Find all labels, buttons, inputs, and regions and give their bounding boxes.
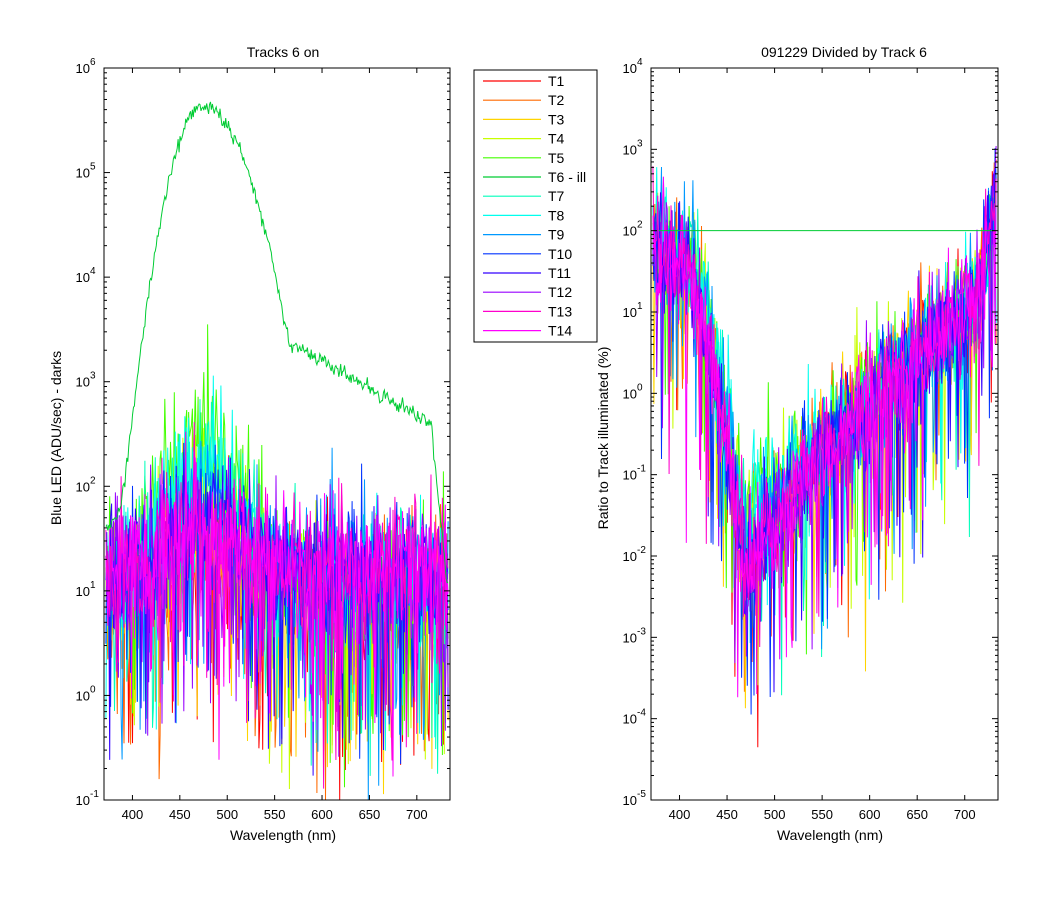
left-series-line-t13: [105, 422, 449, 789]
legend-items: T1 T2 T3 T4 T5 T6 - ill T7 T8 T9 T10 T11 T12 T13 T14: [483, 73, 586, 339]
left-x-ticks: 400 450 500 550 600 650 700: [122, 68, 428, 822]
right-x-ticks: 400 450 500 550 600 650 700: [669, 68, 976, 822]
y-tick-exponent: 1: [637, 301, 643, 312]
legend-label: T5: [548, 150, 565, 166]
y-tick-exponent: 1: [90, 580, 96, 591]
x-tick-label: 550: [811, 807, 833, 822]
y-tick-base: 10: [623, 142, 637, 157]
y-tick-exponent: 4: [90, 266, 96, 277]
y-tick-exponent: 0: [637, 382, 643, 393]
x-tick-label: 600: [859, 807, 881, 822]
y-tick-base: 10: [623, 305, 637, 320]
left-series-line-t8: [105, 375, 449, 751]
right-chart-title: 091229 Divided by Track 6: [761, 44, 927, 60]
y-tick-exponent: -3: [637, 626, 646, 637]
legend-label: T8: [548, 207, 565, 223]
y-tick-exponent: -4: [637, 708, 646, 719]
legend-label: T4: [548, 131, 565, 147]
y-tick-base: 10: [623, 712, 637, 727]
legend-label: T10: [548, 246, 572, 262]
left-chart-title: Tracks 6 on: [247, 44, 320, 60]
legend-label: T14: [548, 323, 572, 339]
left-series-line-t6-ill: [105, 101, 449, 584]
left-y-axis-label: Blue LED (ADU/sec) - darks: [48, 351, 64, 525]
y-tick-base: 10: [76, 793, 90, 808]
legend-label: T7: [548, 188, 565, 204]
legend-label: T12: [548, 284, 572, 300]
legend-label: T6 - ill: [548, 169, 586, 185]
x-tick-label: 400: [669, 807, 691, 822]
y-tick-base: 10: [76, 61, 90, 76]
x-tick-label: 650: [906, 807, 928, 822]
y-tick-base: 10: [623, 630, 637, 645]
x-tick-label: 700: [406, 807, 428, 822]
legend-label: T9: [548, 227, 565, 243]
y-tick-base: 10: [76, 688, 90, 703]
x-tick-label: 450: [169, 807, 191, 822]
y-tick-exponent: -5: [637, 789, 646, 800]
left-series-group: [105, 101, 449, 801]
legend-label: T3: [548, 111, 565, 127]
y-tick-base: 10: [76, 584, 90, 599]
y-tick-base: 10: [76, 270, 90, 285]
right-axes-box: [650, 67, 999, 801]
right-series-group: [652, 145, 997, 748]
y-tick-exponent: -2: [637, 545, 646, 556]
x-tick-label: 600: [311, 807, 333, 822]
x-tick-label: 500: [764, 807, 786, 822]
left-axes-box: [103, 67, 451, 801]
y-tick-base: 10: [623, 468, 637, 483]
x-tick-label: 500: [216, 807, 238, 822]
legend-label: T1: [548, 73, 565, 89]
y-tick-base: 10: [623, 61, 637, 76]
y-tick-base: 10: [76, 375, 90, 390]
y-tick-base: 10: [76, 479, 90, 494]
legend-label: T11: [548, 265, 571, 281]
y-tick-base: 10: [623, 793, 637, 808]
y-tick-exponent: 2: [637, 220, 643, 231]
y-tick-exponent: 3: [637, 138, 643, 149]
y-tick-exponent: 0: [90, 684, 96, 695]
left-series-line-t14: [105, 455, 449, 777]
legend: T1 T2 T3 T4 T5 T6 - ill T7 T8 T9 T10 T11 T12 T13 T14: [473, 69, 598, 343]
y-tick-base: 10: [623, 386, 637, 401]
y-tick-exponent: 4: [637, 57, 643, 68]
y-tick-exponent: 3: [90, 371, 96, 382]
x-tick-label: 700: [954, 807, 976, 822]
legend-box: [473, 69, 598, 343]
legend-label: T13: [548, 303, 572, 319]
right-series-line-t13: [652, 166, 997, 695]
left-series-line-t5: [105, 324, 449, 788]
x-tick-label: 450: [716, 807, 738, 822]
y-tick-exponent: 6: [90, 57, 96, 68]
y-tick-base: 10: [76, 166, 90, 181]
y-tick-exponent: -1: [637, 464, 646, 475]
legend-label: T2: [548, 92, 565, 108]
y-tick-exponent: -1: [90, 789, 99, 800]
right-chart: 400 450 500 550 600 650 700 10-510-410-310-210…: [595, 44, 999, 843]
x-tick-label: 400: [122, 807, 144, 822]
y-tick-base: 10: [623, 224, 637, 239]
x-tick-label: 650: [359, 807, 381, 822]
right-y-axis-label: Ratio to Track illuminated (%): [595, 347, 611, 530]
y-tick-exponent: 5: [90, 162, 96, 173]
left-x-axis-label: Wavelength (nm): [230, 827, 336, 843]
right-series-line-t14: [652, 176, 997, 698]
right-x-axis-label: Wavelength (nm): [777, 827, 883, 843]
y-tick-exponent: 2: [90, 475, 96, 486]
x-tick-label: 550: [264, 807, 286, 822]
y-tick-base: 10: [623, 549, 637, 564]
